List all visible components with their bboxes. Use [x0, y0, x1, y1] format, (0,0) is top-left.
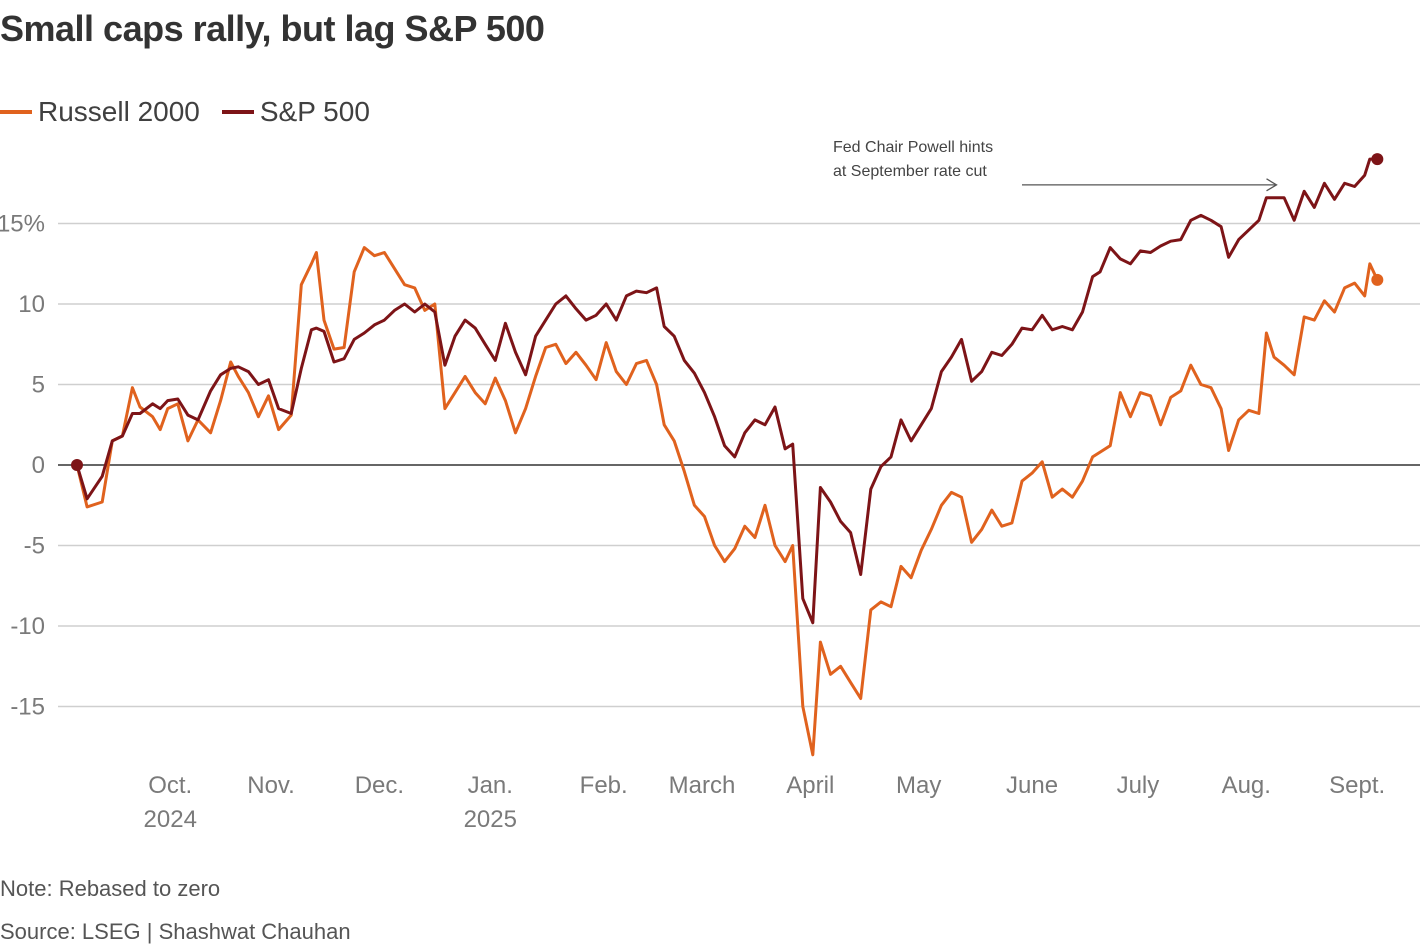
annotation-text: Fed Chair Powell hints: [833, 139, 993, 156]
x-tick-label: Aug.: [1222, 772, 1271, 799]
x-tick-label: Dec.: [355, 772, 404, 799]
x-tick-label: July: [1117, 772, 1160, 799]
y-tick-label: -10: [10, 613, 45, 640]
start-point: [71, 459, 83, 471]
x-tick-label: Feb.: [580, 772, 628, 799]
x-tick-label: Oct.: [148, 772, 192, 799]
annotation-layer: Fed Chair Powell hints at September rate …: [833, 139, 1278, 192]
x-tick-label: May: [896, 772, 941, 799]
annotation-text: at September rate cut: [833, 163, 987, 180]
legend: Russell 2000 S&P 500: [0, 94, 392, 130]
x-tick-year-label: 2024: [144, 806, 197, 833]
x-tick-label: Sept.: [1329, 772, 1385, 799]
legend-swatch-sp-500: [221, 110, 254, 114]
chart-note: Note: Rebased to zero: [0, 876, 221, 901]
legend-label-russell-2000: Russell 2000: [38, 96, 200, 127]
legend-label-sp-500: S&P 500: [259, 96, 370, 127]
x-tick-label: March: [669, 772, 736, 799]
chart-title: Small caps rally, but lag S&P 500: [0, 8, 545, 49]
x-tick-label: April: [786, 772, 834, 799]
chart-source: Source: LSEG | Shashwat Chauhan: [0, 919, 351, 944]
y-tick-label: 5: [32, 372, 45, 399]
legend-item-sp-500: S&P 500: [221, 96, 370, 128]
y-tick-label: 0: [32, 452, 45, 479]
series-layer: [71, 153, 1384, 757]
end-point-russell-2000: [1371, 273, 1384, 286]
x-axis: Oct. 2024 Nov. Dec. Jan. 2025 Feb. March April Ma…: [144, 772, 1386, 833]
x-tick-label: June: [1006, 772, 1058, 799]
series-line-russell-2000: [75, 246, 1379, 757]
x-tick-year-label: 2025: [464, 806, 517, 833]
y-tick-label: 10: [18, 291, 45, 318]
y-tick-label: 15%: [0, 211, 45, 238]
x-tick-label: Nov.: [247, 772, 295, 799]
legend-swatch-russell-2000: [0, 110, 32, 114]
x-tick-label: Jan.: [468, 772, 513, 799]
line-chart: 15% 10 5 0 -5 -10 -15 Oct. 2024 Nov. Dec. Jan. 2025…: [0, 139, 1420, 833]
y-tick-label: -5: [24, 533, 45, 560]
legend-item-russell-2000: Russell 2000: [0, 96, 200, 128]
series-line-sp-500: [75, 157, 1379, 625]
end-point-sp-500: [1371, 153, 1384, 166]
y-axis: 15% 10 5 0 -5 -10 -15: [0, 211, 45, 721]
grid-layer: [58, 222, 1420, 708]
y-tick-label: -15: [10, 694, 45, 721]
annotation-arrow-head: [1266, 178, 1278, 192]
